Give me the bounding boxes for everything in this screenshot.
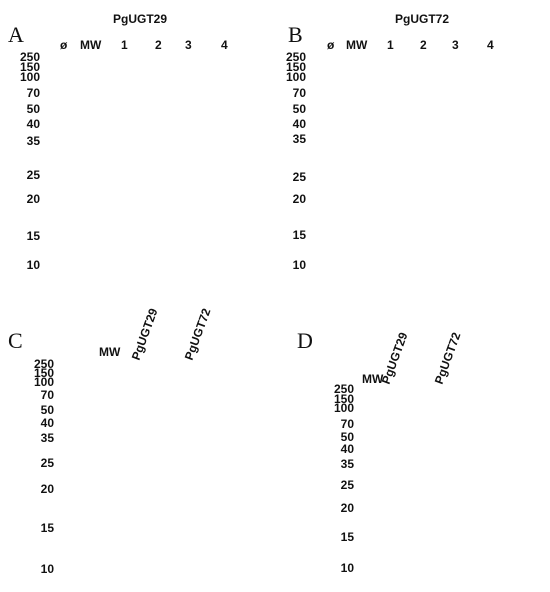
mw-ladder — [361, 393, 377, 569]
mw-label: 150 — [285, 60, 306, 74]
mw-label: 20 — [292, 192, 306, 206]
mw-label: 250 — [33, 357, 54, 371]
mw-label: 10 — [340, 561, 354, 575]
mw-label: 70 — [292, 86, 306, 100]
mw-label: 25 — [340, 478, 354, 492]
panel-c-label: C — [8, 328, 23, 353]
lane-pgugt72-bands — [426, 420, 461, 570]
panel-c-lane-pgugt72: PgUGT72 — [181, 306, 214, 362]
mw-label: 15 — [340, 530, 354, 544]
panel-b-lane-mw: MW — [346, 38, 368, 52]
mw-label: 40 — [292, 117, 306, 131]
mw-label: 100 — [19, 70, 40, 84]
panel-b-title: PgUGT72 — [395, 12, 450, 26]
panel-a-label: A — [8, 22, 24, 47]
mw-label: 150 — [333, 392, 354, 406]
mw-label: 40 — [26, 117, 40, 131]
mw-label: 20 — [40, 482, 54, 496]
mw-label: 20 — [340, 501, 354, 515]
mw-label: 250 — [285, 50, 306, 64]
panel-d-label: D — [297, 328, 313, 353]
mw-label: 35 — [340, 457, 354, 471]
panel-a-lane-4: 4 — [221, 38, 228, 52]
lane-pgugt29-bands — [384, 425, 418, 510]
mw-label: 35 — [292, 132, 306, 146]
panel-b-lane-3: 3 — [452, 38, 459, 52]
mw-label: 100 — [33, 375, 54, 389]
mw-ladder — [96, 370, 122, 574]
arrow-icon — [518, 111, 543, 121]
panel-b-lane-1: 1 — [387, 38, 394, 52]
panel-a-lane-3: 3 — [185, 38, 192, 52]
mw-label: 35 — [40, 431, 54, 445]
panel-b-lane-4: 4 — [487, 38, 494, 52]
sample-bands — [374, 95, 508, 239]
panel-b-lane-2: 2 — [420, 38, 427, 52]
mw-label: 100 — [285, 70, 306, 84]
mw-label: 40 — [340, 442, 354, 456]
mw-label: 70 — [40, 388, 54, 402]
mw-label: 15 — [26, 229, 40, 243]
mw-label: 10 — [40, 562, 54, 576]
mw-label: 70 — [26, 86, 40, 100]
mw-label: 35 — [26, 134, 40, 148]
arrow-icon — [225, 400, 254, 410]
panel-a-lane-empty: ø — [60, 38, 68, 52]
panel-a-lane-1: 1 — [121, 38, 128, 52]
mw-label: 50 — [26, 102, 40, 116]
mw-ladder — [82, 59, 100, 269]
mw-label: 10 — [292, 258, 306, 272]
mw-label: 100 — [333, 401, 354, 415]
mw-label: 25 — [292, 170, 306, 184]
sample-bands — [108, 95, 208, 238]
target-band — [181, 401, 224, 410]
mw-label: 15 — [40, 521, 54, 535]
mw-label: 50 — [40, 403, 54, 417]
mw-label: 250 — [333, 382, 354, 396]
arrow-icon — [475, 423, 497, 431]
mw-label: 150 — [19, 60, 40, 74]
mw-label: 250 — [19, 50, 40, 64]
panel-a-title: PgUGT29 — [113, 12, 168, 26]
blot-background — [357, 386, 487, 584]
mw-ladder — [346, 59, 364, 269]
mw-label: 70 — [340, 417, 354, 431]
panel-c-lane-pgugt29: PgUGT29 — [128, 306, 161, 362]
panel-d-lane-pgugt72: PgUGT72 — [431, 330, 464, 386]
target-band — [132, 402, 174, 408]
mw-label: 10 — [26, 258, 40, 272]
mw-label: 50 — [292, 102, 306, 116]
panel-d-lane-pgugt29: PgUGT29 — [378, 330, 411, 386]
mw-label: 50 — [340, 430, 354, 444]
panel-b-lane-empty: ø — [327, 38, 335, 52]
panel-a-lane-mw: MW — [80, 38, 102, 52]
panel-b-label: B — [288, 22, 303, 47]
arrow-icon — [250, 102, 271, 112]
panel-a-lane-2: 2 — [155, 38, 162, 52]
mw-label: 20 — [26, 192, 40, 206]
mw-label: 25 — [40, 456, 54, 470]
mw-label: 150 — [33, 366, 54, 380]
panel-c-lane-mw: MW — [99, 345, 121, 359]
mw-label: 40 — [40, 416, 54, 430]
mw-label: 25 — [26, 168, 40, 182]
panel-d-lane-mw: MW — [362, 372, 384, 386]
mw-label: 15 — [292, 228, 306, 242]
